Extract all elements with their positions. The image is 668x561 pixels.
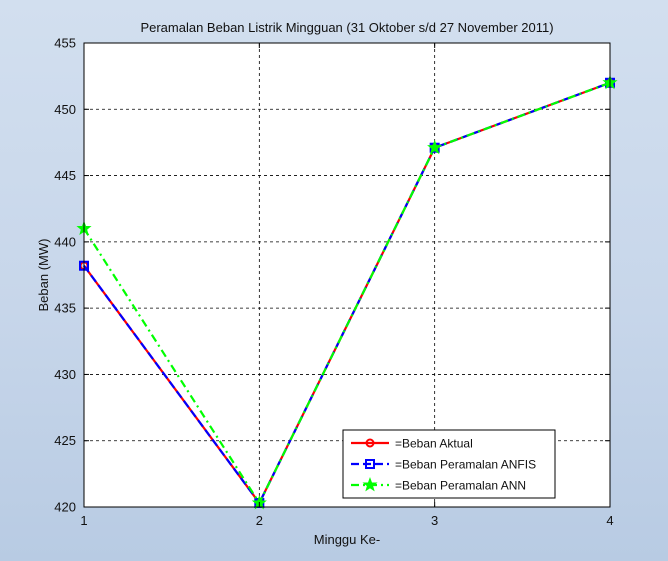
- series-line-2: [83, 81, 611, 505]
- y-axis-label: Beban (MW): [36, 239, 51, 312]
- x-tick-label: 1: [80, 513, 87, 528]
- legend: =Beban Aktual =Beban Peramalan ANFIS =Beba…: [342, 429, 556, 499]
- legend-marker-square: [365, 459, 375, 469]
- y-tick-label: 420: [54, 500, 76, 515]
- y-tick-label: 430: [54, 367, 76, 382]
- series-group: [76, 74, 618, 510]
- x-tick-label: 2: [256, 513, 263, 528]
- data-point-star: [427, 139, 443, 155]
- legend-label: =Beban Peramalan ANFIS: [395, 458, 536, 472]
- legend-marker-star: [362, 477, 378, 492]
- x-tick-label: 4: [606, 513, 613, 528]
- y-tick-label: 435: [54, 301, 76, 316]
- x-tick-label: 3: [431, 513, 438, 528]
- legend-label: =Beban Aktual: [395, 437, 473, 451]
- legend-marker-circle: [365, 438, 375, 448]
- chart-title: Peramalan Beban Listrik Mingguan (31 Okt…: [140, 20, 553, 35]
- y-tick-label: 450: [54, 102, 76, 117]
- y-tick-label: 445: [54, 168, 76, 183]
- y-tick-label: 440: [54, 234, 76, 249]
- ticks: 1 2 3 4 420 425 430 435 440 445 450 455: [54, 36, 613, 529]
- x-axis-label: Minggu Ke-: [314, 532, 380, 547]
- legend-label: =Beban Peramalan ANN: [395, 479, 526, 493]
- plot-frame: [83, 42, 611, 508]
- y-tick-label: 425: [54, 433, 76, 448]
- y-tick-label: 455: [54, 36, 76, 51]
